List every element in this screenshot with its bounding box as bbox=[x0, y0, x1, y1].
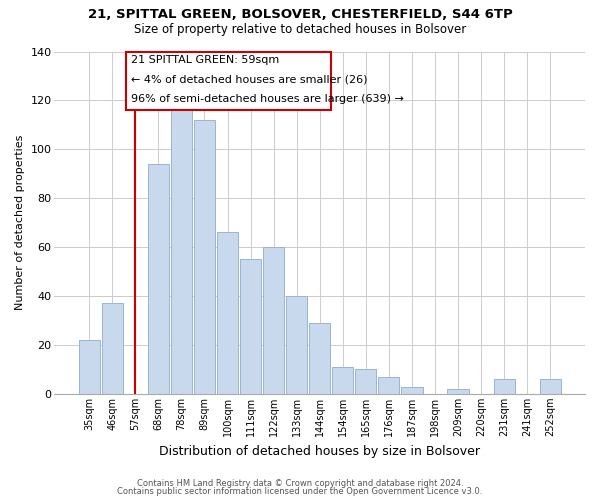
Y-axis label: Number of detached properties: Number of detached properties bbox=[15, 135, 25, 310]
Bar bbox=[355, 370, 376, 394]
Bar bbox=[263, 247, 284, 394]
Text: 21 SPITTAL GREEN: 59sqm: 21 SPITTAL GREEN: 59sqm bbox=[131, 55, 279, 65]
Bar bbox=[194, 120, 215, 394]
Text: 96% of semi-detached houses are larger (639) →: 96% of semi-detached houses are larger (… bbox=[131, 94, 404, 104]
Bar bbox=[309, 323, 331, 394]
Bar bbox=[332, 367, 353, 394]
Bar bbox=[171, 106, 192, 394]
Bar bbox=[286, 296, 307, 394]
Text: 21, SPITTAL GREEN, BOLSOVER, CHESTERFIELD, S44 6TP: 21, SPITTAL GREEN, BOLSOVER, CHESTERFIEL… bbox=[88, 8, 512, 20]
Bar bbox=[539, 379, 561, 394]
FancyBboxPatch shape bbox=[126, 52, 331, 110]
Bar bbox=[378, 377, 400, 394]
Bar bbox=[148, 164, 169, 394]
Bar bbox=[494, 379, 515, 394]
Bar bbox=[448, 389, 469, 394]
Bar bbox=[101, 304, 123, 394]
Bar bbox=[217, 232, 238, 394]
X-axis label: Distribution of detached houses by size in Bolsover: Distribution of detached houses by size … bbox=[159, 444, 480, 458]
Text: Size of property relative to detached houses in Bolsover: Size of property relative to detached ho… bbox=[134, 22, 466, 36]
Bar bbox=[240, 260, 261, 394]
Text: Contains HM Land Registry data © Crown copyright and database right 2024.: Contains HM Land Registry data © Crown c… bbox=[137, 478, 463, 488]
Bar bbox=[401, 386, 422, 394]
Bar bbox=[79, 340, 100, 394]
Text: Contains public sector information licensed under the Open Government Licence v3: Contains public sector information licen… bbox=[118, 487, 482, 496]
Text: ← 4% of detached houses are smaller (26): ← 4% of detached houses are smaller (26) bbox=[131, 74, 367, 85]
